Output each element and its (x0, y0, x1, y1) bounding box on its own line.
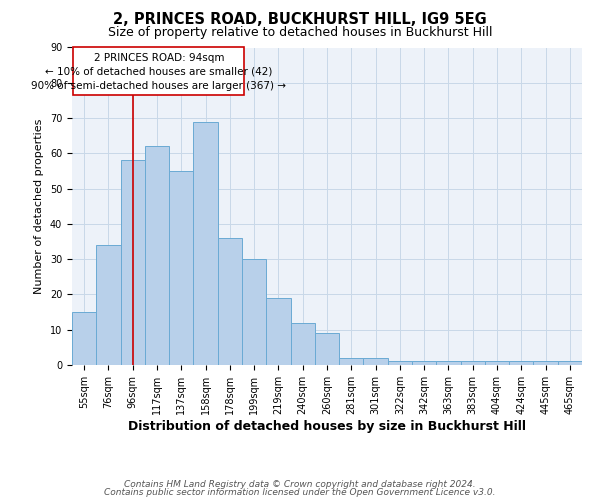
Text: 2, PRINCES ROAD, BUCKHURST HILL, IG9 5EG: 2, PRINCES ROAD, BUCKHURST HILL, IG9 5EG (113, 12, 487, 28)
Bar (72, 312, 96, 365)
Bar (364, 358, 388, 365)
Bar (145, 146, 169, 365)
Bar (509, 362, 533, 365)
Bar (339, 358, 364, 365)
Bar (558, 362, 582, 365)
Text: 90% of semi-detached houses are larger (367) →: 90% of semi-detached houses are larger (… (31, 80, 286, 90)
Bar (242, 259, 266, 365)
Bar (96, 245, 121, 365)
Text: 2 PRINCES ROAD: 94sqm: 2 PRINCES ROAD: 94sqm (94, 53, 224, 63)
Bar (169, 171, 193, 365)
Bar (412, 362, 436, 365)
Bar (290, 322, 315, 365)
FancyBboxPatch shape (73, 48, 244, 95)
Bar (461, 362, 485, 365)
Bar (533, 362, 558, 365)
Bar (266, 298, 290, 365)
Text: Size of property relative to detached houses in Buckhurst Hill: Size of property relative to detached ho… (108, 26, 492, 39)
X-axis label: Distribution of detached houses by size in Buckhurst Hill: Distribution of detached houses by size … (128, 420, 526, 432)
Text: Contains HM Land Registry data © Crown copyright and database right 2024.: Contains HM Land Registry data © Crown c… (124, 480, 476, 489)
Bar (121, 160, 145, 365)
Bar (485, 362, 509, 365)
Text: ← 10% of detached houses are smaller (42): ← 10% of detached houses are smaller (42… (45, 66, 272, 76)
Bar (436, 362, 461, 365)
Bar (315, 333, 339, 365)
Bar (218, 238, 242, 365)
Bar (193, 122, 218, 365)
Bar (388, 362, 412, 365)
Y-axis label: Number of detached properties: Number of detached properties (34, 118, 44, 294)
Text: Contains public sector information licensed under the Open Government Licence v3: Contains public sector information licen… (104, 488, 496, 497)
